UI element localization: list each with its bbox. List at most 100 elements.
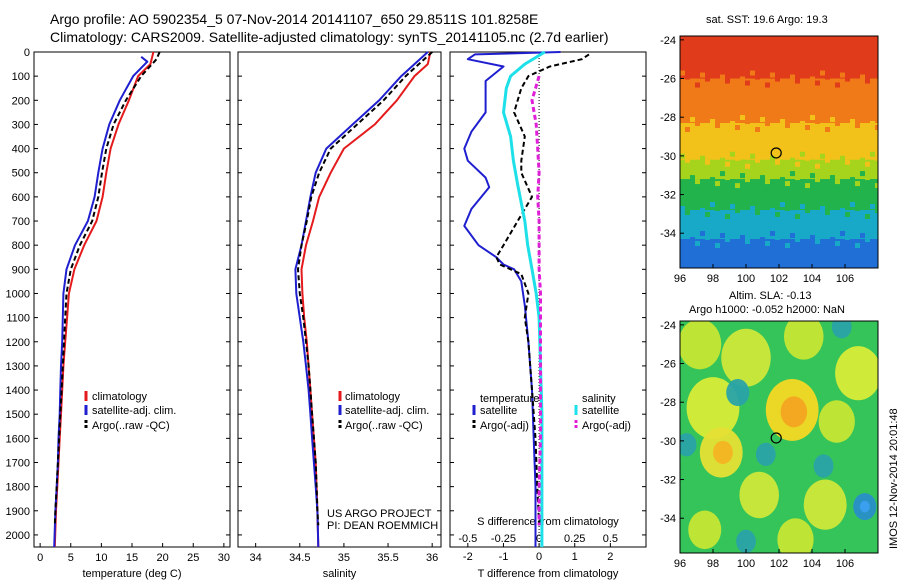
sst-map-pixel bbox=[835, 82, 840, 88]
sst-map-pixel bbox=[705, 115, 710, 120]
sst-map-pixel bbox=[700, 183, 705, 189]
depth-tick-label: 1700 bbox=[6, 457, 30, 469]
sst-map-pixel bbox=[695, 179, 700, 185]
sst-map-pixel bbox=[755, 210, 760, 215]
sst-map-pixel bbox=[820, 243, 825, 248]
sst-map-pixel bbox=[710, 202, 715, 207]
sst-map-pixel bbox=[845, 235, 850, 240]
sst-map-pixel bbox=[695, 241, 700, 246]
sla-map-anomaly-blob bbox=[680, 433, 697, 457]
sst-map-lat-tick-label: -32 bbox=[660, 190, 676, 202]
sst-map-pixel bbox=[820, 181, 825, 187]
sst-map-pixel bbox=[755, 127, 760, 132]
sst-map-pixel bbox=[680, 181, 685, 187]
sla-map-anomaly-blob bbox=[783, 321, 824, 360]
sst-map-lat-tick-label: -26 bbox=[660, 74, 676, 86]
sst-map-pixel bbox=[835, 204, 840, 209]
legend-label: Argo(-adj) bbox=[582, 420, 631, 432]
sst-map-pixel bbox=[800, 179, 805, 185]
sst-map-pixel bbox=[795, 117, 800, 122]
sst-map-pixel bbox=[800, 151, 805, 157]
sdiff-tick-label: 0 bbox=[536, 533, 542, 545]
sst-map-pixel bbox=[795, 214, 800, 219]
sst-map-pixel bbox=[775, 235, 780, 240]
sst-map-pixel bbox=[835, 121, 840, 126]
sst-map-pixel bbox=[820, 206, 825, 211]
sla-map-anomaly-blob bbox=[831, 321, 852, 339]
sst-map-pixel bbox=[725, 214, 730, 219]
sst-map-pixel bbox=[865, 117, 870, 122]
sla-map-anomaly-blob bbox=[713, 440, 733, 465]
depth-tick-label: 1100 bbox=[6, 313, 30, 325]
salinity-tick-label: 34.5 bbox=[289, 552, 310, 564]
depth-tick-label: 800 bbox=[12, 240, 30, 252]
sst-map-pixel bbox=[720, 74, 725, 80]
sst-map-pixel bbox=[770, 208, 775, 213]
depth-tick-label: 500 bbox=[12, 168, 30, 180]
sst-map-pixel bbox=[855, 70, 860, 76]
sst-map-pixel bbox=[785, 243, 790, 248]
sst-map-pixel bbox=[740, 159, 745, 165]
salinity-tick-label: 34 bbox=[250, 552, 262, 564]
sst-map-pixel bbox=[815, 80, 820, 86]
sst-map-pixel bbox=[870, 204, 875, 209]
sst-map-pixel bbox=[830, 78, 835, 84]
sst-map-pixel bbox=[825, 233, 830, 238]
sst-map-lon-tick-label: 100 bbox=[737, 273, 755, 285]
sst-map-pixel bbox=[735, 208, 740, 213]
sst-map-pixel bbox=[710, 177, 715, 183]
sst-map-pixel bbox=[715, 243, 720, 248]
sst-map-pixel bbox=[705, 173, 710, 179]
sst-map-pixel bbox=[680, 206, 685, 211]
sst-map-pixel bbox=[765, 241, 770, 246]
sst-map-pixel bbox=[810, 115, 815, 120]
credit-text: US ARGO PROJECT PI: DEAN ROEMMICH bbox=[327, 508, 438, 532]
sst-map-pixel bbox=[830, 214, 835, 219]
sla-map-lon-tick-label: 100 bbox=[737, 558, 755, 570]
sst-map-lat-tick-label: -24 bbox=[660, 35, 676, 47]
sst-map-pixel bbox=[840, 183, 845, 189]
sst-map-pixel bbox=[725, 175, 730, 181]
depth-tick-label: 400 bbox=[12, 144, 30, 156]
sst-map-pixel bbox=[700, 125, 705, 130]
sst-map-argo-location-marker bbox=[770, 147, 782, 159]
sst-map-pixel bbox=[730, 179, 735, 185]
sla-map-anomaly-blob bbox=[813, 454, 834, 478]
sst-map-pixel bbox=[795, 175, 800, 181]
sst-map-pixel bbox=[725, 117, 730, 122]
sst-map-pixel bbox=[805, 183, 810, 189]
sst-map-pixel bbox=[760, 175, 765, 181]
sst-map-pixel bbox=[835, 151, 840, 157]
sst-map-pixel bbox=[765, 204, 770, 209]
sst-map-pixel bbox=[870, 179, 875, 185]
sst-map-pixel bbox=[715, 181, 720, 187]
sst-map-pixel bbox=[750, 243, 755, 248]
sst-map-pixel bbox=[765, 179, 770, 185]
sst-map-pixel bbox=[680, 243, 685, 248]
sst-map-pixel bbox=[805, 155, 810, 161]
sst-map-pixel bbox=[740, 115, 745, 120]
sst-map-pixel bbox=[720, 171, 725, 177]
sla-map-anomaly-blob bbox=[736, 529, 756, 553]
difference-plot-frame bbox=[449, 51, 647, 548]
sst-map-pixel bbox=[870, 241, 875, 246]
sst-map-lon-tick-label: 96 bbox=[674, 273, 686, 285]
sst-map-pixel bbox=[745, 119, 750, 124]
sst-map-pixel bbox=[845, 173, 850, 179]
sst-map-pixel bbox=[685, 74, 690, 80]
sst-map-pixel bbox=[865, 214, 870, 219]
sst-map-pixel bbox=[780, 163, 785, 169]
sst-map-pixel bbox=[855, 123, 860, 128]
sst-map-pixel bbox=[715, 70, 720, 76]
sst-map-lon-tick-label: 102 bbox=[770, 273, 788, 285]
sst-map-pixel bbox=[725, 161, 730, 167]
sst-map-pixel bbox=[840, 231, 845, 236]
sst-map-pixel bbox=[745, 163, 750, 169]
sdiff-axis-label: S difference from climatology bbox=[477, 516, 619, 528]
sdiff-tick-label: -0.5 bbox=[458, 533, 477, 545]
depth-tick-label: 900 bbox=[12, 264, 30, 276]
sst-map-pixel bbox=[690, 117, 695, 122]
temperature-tick-label: 10 bbox=[95, 552, 107, 564]
sst-map-pixel bbox=[685, 157, 690, 163]
sst-map-pixel bbox=[825, 171, 830, 177]
